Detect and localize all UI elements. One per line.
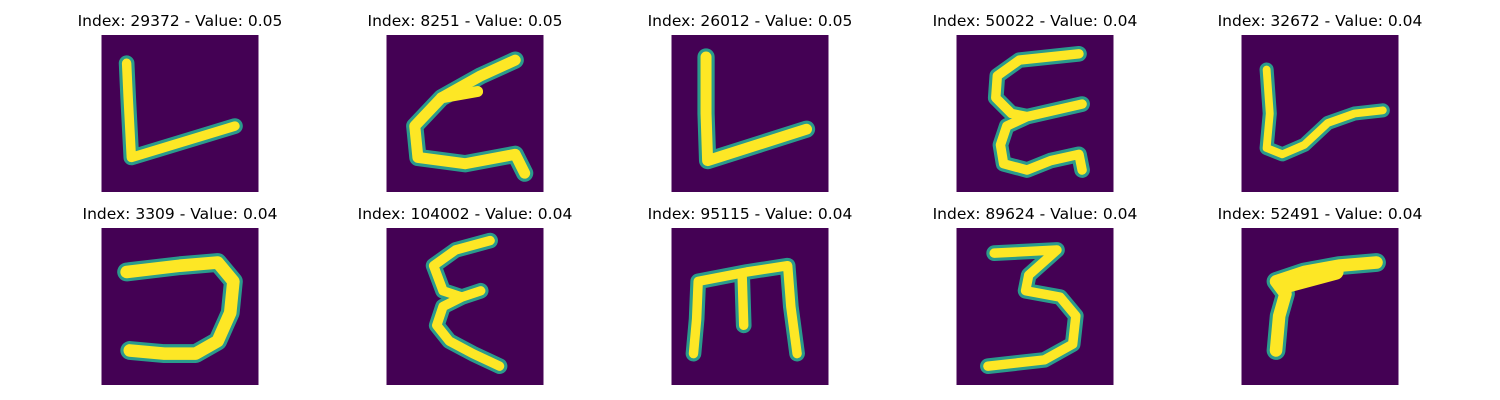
panel-5: Index: 32672 - Value: 0.04 (1200, 12, 1440, 192)
panel-1: Index: 29372 - Value: 0.05 (60, 12, 300, 192)
panel-title: Index: 32672 - Value: 0.04 (1217, 12, 1423, 30)
panel-title: Index: 29372 - Value: 0.05 (77, 12, 283, 30)
panel-6: Index: 3309 - Value: 0.04 (60, 205, 300, 385)
glyph-image (386, 35, 544, 192)
panel-title: Index: 26012 - Value: 0.05 (647, 12, 853, 30)
panel-3: Index: 26012 - Value: 0.05 (630, 12, 870, 192)
panel-8: Index: 95115 - Value: 0.04 (630, 205, 870, 385)
glyph-image (101, 228, 259, 385)
panel-title: Index: 52491 - Value: 0.04 (1217, 205, 1423, 223)
glyph-image (671, 35, 829, 192)
panel-2: Index: 8251 - Value: 0.05 (345, 12, 585, 192)
panel-title: Index: 95115 - Value: 0.04 (647, 205, 853, 223)
panel-7: Index: 104002 - Value: 0.04 (345, 205, 585, 385)
panel-title: Index: 89624 - Value: 0.04 (932, 205, 1138, 223)
panel-title: Index: 50022 - Value: 0.04 (932, 12, 1138, 30)
panel-10: Index: 52491 - Value: 0.04 (1200, 205, 1440, 385)
panel-title: Index: 104002 - Value: 0.04 (357, 205, 573, 223)
glyph-image (1241, 35, 1399, 192)
panel-4: Index: 50022 - Value: 0.04 (915, 12, 1155, 192)
glyph-image (956, 35, 1114, 192)
panel-title: Index: 8251 - Value: 0.05 (367, 12, 563, 30)
panel-title: Index: 3309 - Value: 0.04 (82, 205, 278, 223)
glyph-image (956, 228, 1114, 385)
glyph-image (671, 228, 829, 385)
glyph-image (101, 35, 259, 192)
glyph-image (1241, 228, 1399, 385)
panel-9: Index: 89624 - Value: 0.04 (915, 205, 1155, 385)
glyph-image (386, 228, 544, 385)
